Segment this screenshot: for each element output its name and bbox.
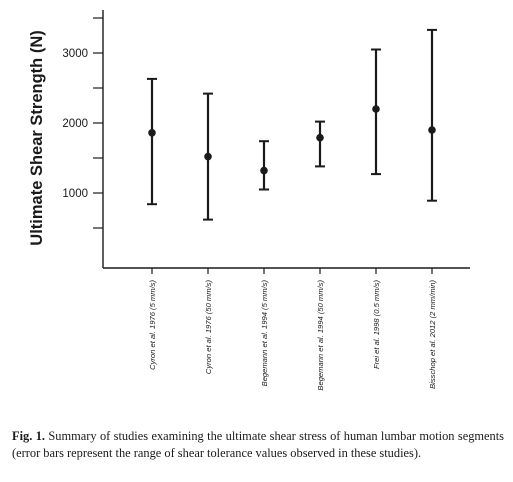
mean-point	[428, 126, 436, 134]
caption-label: Fig. 1.	[12, 429, 45, 443]
mean-point	[316, 133, 324, 142]
y-axis-title: Ultimate Shear Strength (N)	[28, 30, 46, 245]
y-tick-label: 2000	[62, 118, 88, 130]
x-tick-label: Cyron et al. 1976 (50 mm/s)	[204, 280, 213, 375]
x-tick-label: Begemann et al. 1994 (5 mm/s)	[260, 280, 269, 387]
figure-caption: Fig. 1. Summary of studies examining the…	[12, 428, 504, 462]
chart-area: 1000 2000 3000 Ultimate Shear Strength (N) C…	[28, 10, 470, 391]
mean-point	[148, 129, 156, 137]
y-tick-label: 1000	[62, 188, 88, 200]
x-tick-label: Bisschop et al. 2012 (2 mm/min)	[428, 280, 437, 389]
y-tick-label: 3000	[62, 48, 88, 60]
x-tick-label: Frei et al. 1998 (0.5 mm/s)	[372, 280, 381, 370]
chart-svg: 1000 2000 3000 Ultimate Shear Strength (N) C…	[28, 10, 470, 391]
mean-point	[204, 152, 212, 161]
x-tick-label: Begemann et al. 1994 (50 mm/s)	[316, 280, 325, 391]
x-tick-label: Cyron et al. 1976 (5 mm/s)	[148, 280, 157, 370]
caption-text: Summary of studies examining the ultimat…	[12, 429, 504, 460]
mean-point	[372, 105, 380, 113]
mean-point	[260, 166, 268, 175]
